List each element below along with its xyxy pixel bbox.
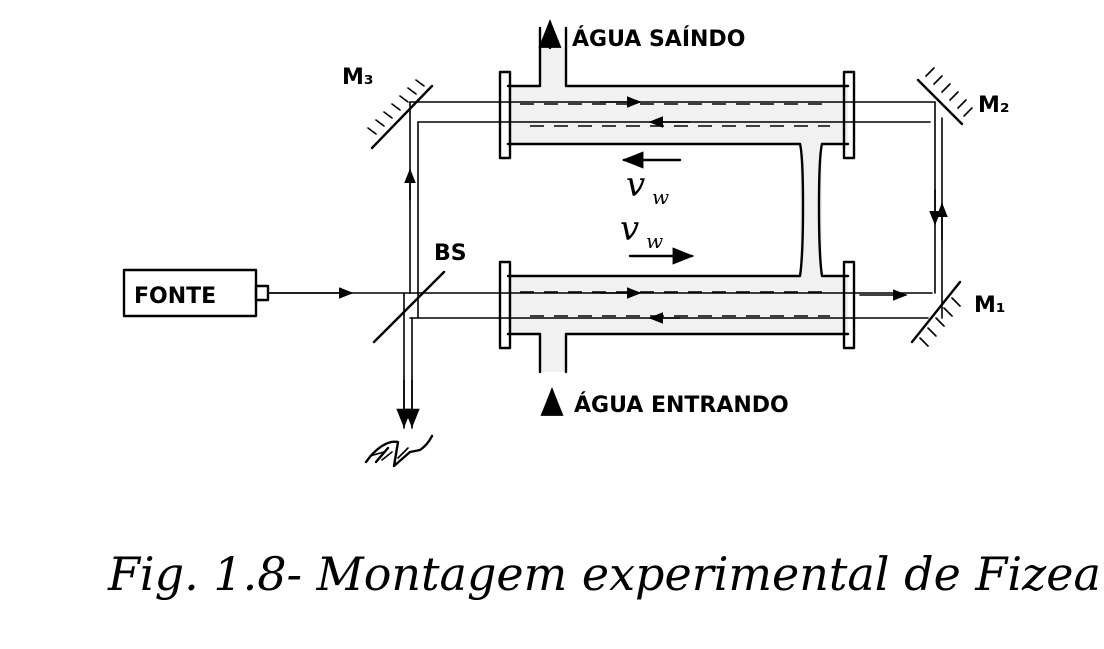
mirror-m3 [367, 79, 434, 150]
source-label: FONTE [134, 284, 216, 309]
velocity-top: v w [621, 151, 682, 209]
beam-splitter [372, 270, 446, 344]
beam-splitter-label: BS [434, 241, 467, 266]
mirror-m2 [916, 67, 973, 126]
mirror-m1 [910, 280, 962, 347]
water-in-label: ÁGUA ENTRANDO [574, 392, 789, 418]
light-beams [267, 96, 948, 429]
connecting-tube [798, 142, 824, 278]
velocity-bottom-subscript: w [646, 229, 663, 253]
mirror-m1-label: M₁ [974, 293, 1006, 318]
eye-icon [364, 434, 434, 468]
lower-tube [498, 260, 856, 374]
upper-tube [498, 26, 856, 160]
light-source: FONTE [122, 268, 270, 318]
mirror-m3-label: M₃ [342, 65, 374, 90]
velocity-top-symbol: v [626, 165, 645, 205]
figure-caption: Fig. 1.8- Montagem experimental de Fizea… [107, 547, 1104, 601]
velocity-top-subscript: w [652, 185, 669, 209]
velocity-bottom-symbol: v [620, 209, 639, 249]
velocity-bottom: v w [620, 209, 695, 265]
mirror-m2-label: M₂ [978, 93, 1010, 118]
water-out-label: ÁGUA SAÍNDO [572, 26, 745, 52]
